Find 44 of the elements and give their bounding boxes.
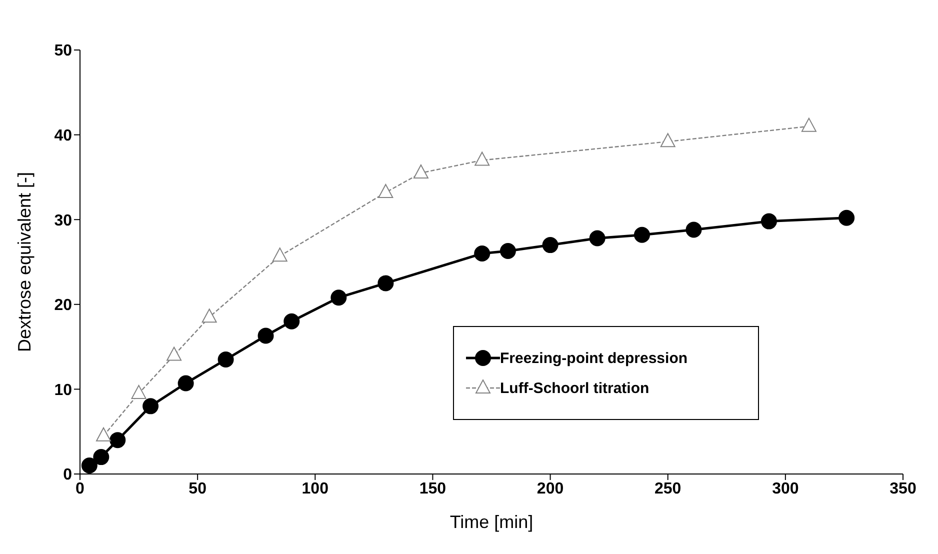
point bbox=[272, 248, 288, 262]
point bbox=[660, 133, 676, 148]
point bbox=[378, 184, 394, 198]
point bbox=[413, 164, 428, 178]
y-tick-label: 0 bbox=[63, 466, 72, 484]
point bbox=[474, 246, 490, 262]
point bbox=[634, 226, 650, 243]
x-tick-label: 0 bbox=[76, 480, 85, 498]
y-axis-title: Dextrose equivalent [-] bbox=[14, 172, 34, 352]
point bbox=[500, 242, 516, 259]
point bbox=[686, 222, 702, 238]
point bbox=[542, 237, 558, 254]
x-tick-label: 100 bbox=[302, 480, 329, 498]
point bbox=[142, 398, 159, 414]
point bbox=[474, 152, 490, 166]
y-tick-label: 20 bbox=[54, 297, 72, 314]
point bbox=[178, 375, 194, 392]
point bbox=[258, 328, 274, 344]
legend-label: Luff-Schoorl titration bbox=[500, 380, 650, 396]
y-tick-label: 50 bbox=[54, 42, 72, 60]
y-tick-label: 30 bbox=[54, 212, 72, 230]
point bbox=[218, 352, 234, 368]
x-axis-title: Time [min] bbox=[450, 512, 534, 532]
y-tick-label: 10 bbox=[54, 382, 72, 399]
point bbox=[110, 432, 126, 448]
point bbox=[166, 346, 182, 361]
y-tick-label: 40 bbox=[54, 127, 72, 144]
point bbox=[81, 458, 98, 474]
point bbox=[93, 449, 110, 466]
x-tick-label: 250 bbox=[654, 480, 682, 498]
point bbox=[202, 308, 217, 323]
point bbox=[838, 210, 855, 226]
x-tick-label: 300 bbox=[772, 480, 799, 498]
x-tick-label: 150 bbox=[419, 480, 446, 498]
point bbox=[589, 230, 606, 246]
legend-label: Freezing-point depression bbox=[500, 350, 688, 366]
point bbox=[801, 118, 816, 132]
point bbox=[330, 290, 347, 306]
x-tick-label: 200 bbox=[536, 480, 564, 498]
point bbox=[760, 213, 777, 230]
x-tick-label: 50 bbox=[188, 480, 207, 498]
x-tick-label: 350 bbox=[890, 480, 916, 498]
point bbox=[284, 313, 300, 330]
point bbox=[378, 275, 394, 292]
